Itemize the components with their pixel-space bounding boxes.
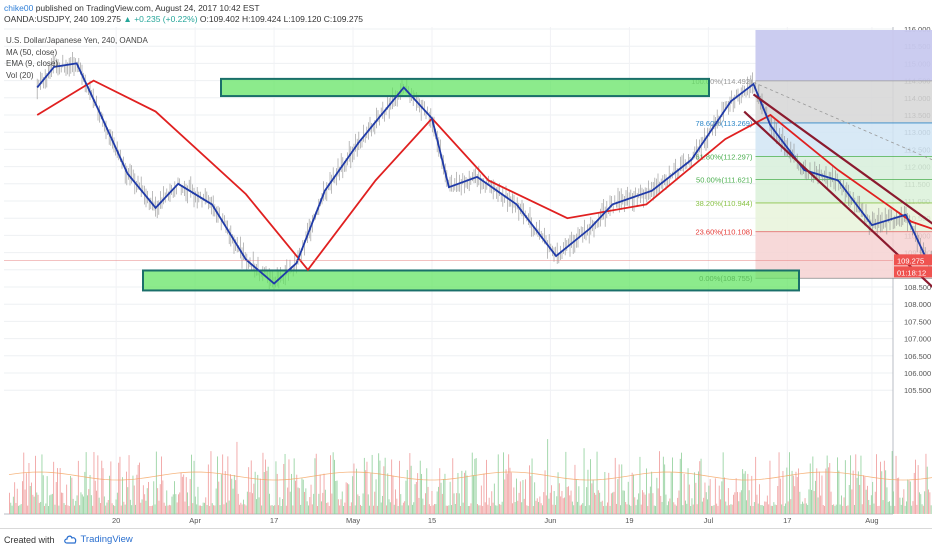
fib-label: 23.60%(110.108) <box>695 228 752 237</box>
symbol-label: OANDA:USDJPY, 240 <box>4 14 88 24</box>
published-text: published on TradingView.com, August 24,… <box>35 3 260 13</box>
time-tick: 17 <box>783 516 791 525</box>
price-tick: 107.500 <box>904 317 931 326</box>
price-tick: 108.000 <box>904 300 931 309</box>
header-bar: chike00 published on TradingView.com, Au… <box>0 0 932 26</box>
brand-label: TradingView <box>80 534 133 545</box>
fib-label: 100.00%(114.492) <box>691 77 753 86</box>
fib-label: 61.80%(112.297) <box>695 152 752 161</box>
created-with-text: Created with <box>4 535 55 545</box>
time-tick: 15 <box>428 516 436 525</box>
time-tick: 19 <box>625 516 633 525</box>
time-tick: Jun <box>544 516 556 525</box>
fib-band <box>755 80 932 123</box>
time-tick: 20 <box>112 516 120 525</box>
fibonacci-retracement[interactable] <box>753 30 932 279</box>
author-link[interactable]: chike00 <box>4 3 34 13</box>
last-price-label: 109.275 <box>897 256 924 265</box>
high-value: H:109.424 <box>241 14 282 24</box>
ohlc-line: OANDA:USDJPY, 240 109.275 ▲ +0.235 (+0.2… <box>4 14 363 24</box>
footer: Created with TradingView <box>0 528 932 551</box>
zones[interactable] <box>142 77 800 292</box>
indicator-legend: U.S. Dollar/Japanese Yen, 240, OANDA MA … <box>6 35 148 81</box>
time-tick: 17 <box>270 516 278 525</box>
legend-title: U.S. Dollar/Japanese Yen, 240, OANDA <box>6 36 148 45</box>
price-tick: 107.000 <box>904 335 931 344</box>
ma-line <box>36 79 932 272</box>
countdown-label: 01:18:12 <box>897 268 926 277</box>
last-price: 109.275 <box>90 14 122 24</box>
legend-ema[interactable]: EMA (9, close) <box>6 59 59 68</box>
fib-label: 38.20%(110.944) <box>695 199 752 208</box>
tradingview-brand[interactable]: TradingView <box>64 534 133 545</box>
last-price-badge <box>894 254 932 266</box>
close-value: C:109.275 <box>323 14 364 24</box>
price-tick: 106.000 <box>904 369 931 378</box>
fib-label: 50.00%(111.621) <box>696 176 753 185</box>
time-tick: Jul <box>704 516 714 525</box>
countdown-badge <box>894 266 932 278</box>
cloud-icon <box>64 536 77 545</box>
price-tick: 106.500 <box>904 352 931 361</box>
channel-upper-line[interactable] <box>752 93 932 275</box>
volume-bars <box>8 439 932 514</box>
price-tick: 108.500 <box>904 283 931 292</box>
time-tick: May <box>346 516 360 525</box>
price-tick: 105.500 <box>904 386 931 395</box>
fib-label: 78.60%(113.269) <box>695 119 752 128</box>
open-value: O:109.402 <box>199 14 240 24</box>
price-tick: 116.000 <box>904 25 931 34</box>
time-tick: Aug <box>865 516 878 525</box>
ema-line <box>36 62 932 285</box>
fib-band <box>755 30 932 81</box>
change-text: ▲ +0.235 (+0.22%) <box>123 14 198 24</box>
time-tick: Apr <box>189 516 201 525</box>
legend-vol[interactable]: Vol (20) <box>6 70 34 80</box>
support-zone[interactable] <box>142 269 800 292</box>
legend-ma[interactable]: MA (50, close) <box>6 47 58 57</box>
resistance-zone[interactable] <box>220 77 710 98</box>
low-value: L:109.120 <box>283 14 322 24</box>
publish-line: chike00 published on TradingView.com, Au… <box>4 3 260 13</box>
